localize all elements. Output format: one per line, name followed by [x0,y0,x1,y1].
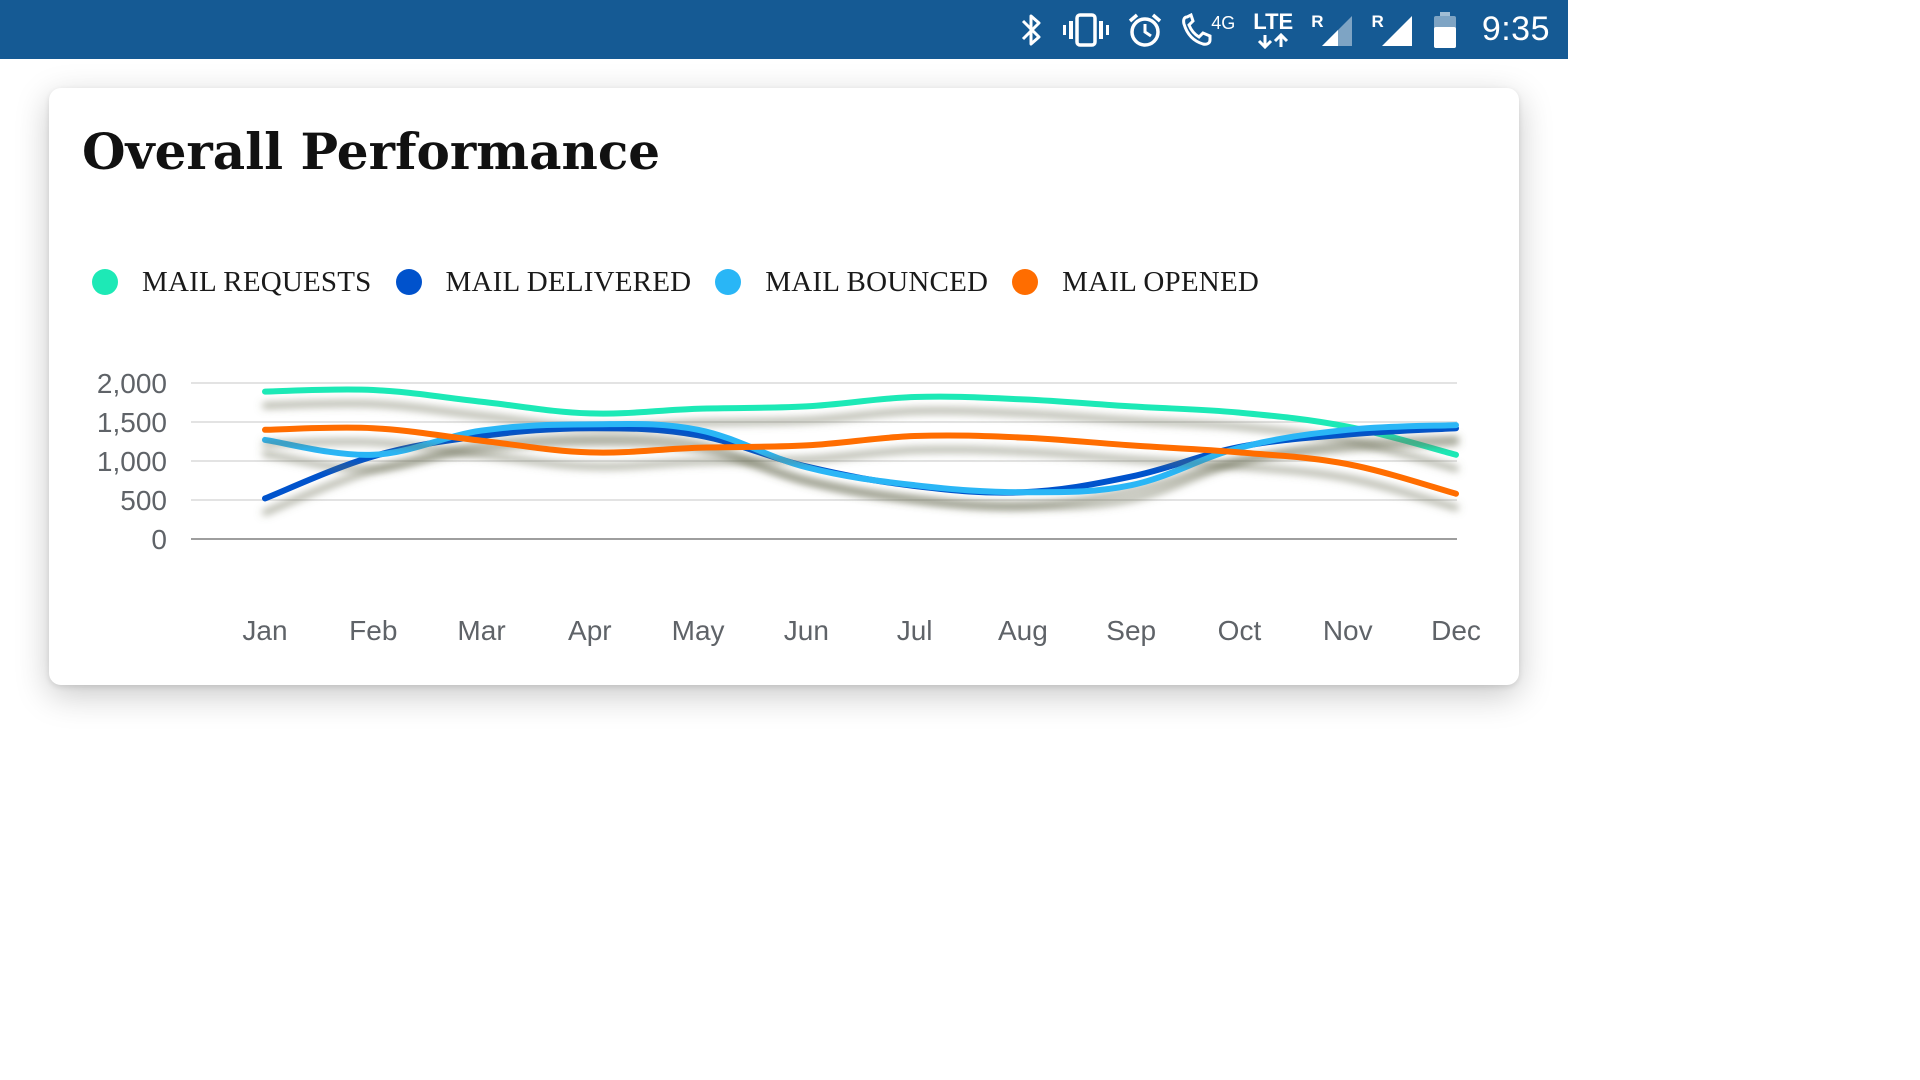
legend-dot-mail-bounced [715,269,742,295]
legend-item-mail-delivered[interactable]: MAIL DELIVERED [395,265,692,299]
legend-label-mail-delivered: MAIL DELIVERED [445,265,692,298]
signal-icon: R [1372,12,1414,48]
y-tick-label: 500 [120,485,167,516]
x-tick-label: Aug [998,615,1048,646]
x-tick-label: Nov [1323,615,1373,646]
legend-item-mail-opened[interactable]: MAIL OPENED [1012,266,1259,299]
series-line-mail-requests[interactable] [262,386,1459,458]
legend-label-mail-bounced: MAIL BOUNCED [765,265,989,298]
y-tick-label: 1,500 [97,407,167,438]
chart-legend: MAIL REQUESTS MAIL DELIVERED MAIL BOUNCE… [92,260,1283,304]
alarm-icon [1127,12,1163,48]
x-tick-label: Oct [1218,615,1262,646]
status-bar: 4G LTE R R [0,0,1568,59]
x-axis-ticks: Jan Feb Mar Apr May Jun Jul Aug Sep Oct Nov Dec [242,615,1480,646]
bluetooth-icon [1019,12,1045,48]
x-tick-label: Apr [568,615,612,646]
x-tick-label: May [672,615,725,646]
grid-lines [191,382,1457,540]
y-axis-ticks: 0 500 1,000 1,500 2,000 [97,368,167,555]
roaming-label: R [1311,11,1324,31]
status-time: 9:35 [1481,10,1550,48]
x-tick-label: Sep [1106,615,1156,646]
y-tick-label: 0 [151,524,167,555]
y-tick-label: 2,000 [97,368,167,399]
legend-item-mail-bounced[interactable]: MAIL BOUNCED [715,266,988,299]
legend-dot-mail-opened [1012,269,1039,295]
x-tick-label: Jan [242,615,287,646]
x-tick-label: Dec [1431,615,1481,646]
legend-dot-mail-requests [92,269,118,295]
x-tick-label: Jun [784,615,829,646]
status-icons: 4G LTE R R [1019,0,1550,59]
y-tick-label: 1,000 [97,446,167,477]
signal-icon: R [1311,12,1353,48]
battery-icon [1432,11,1458,49]
x-tick-label: Mar [457,615,505,646]
lte-label: LTE [1253,8,1294,34]
x-tick-label: Jul [897,615,933,646]
lte-icon: LTE [1253,8,1294,49]
vibrate-icon [1063,12,1110,47]
card-title: Overall Performance [82,122,661,181]
performance-card: Overall Performance MAIL REQUESTS MAIL D… [49,88,1519,685]
series-line-mail-opened[interactable] [262,424,1459,497]
legend-dot-mail-delivered [395,269,422,295]
line-chart: 0 500 1,000 1,500 2,000 Jan Feb Mar Apr May Jun Ju… [97,368,1481,646]
wifi-calling-icon: 4G [1181,12,1236,47]
x-tick-label: Feb [349,615,397,646]
network-gen-label: 4G [1211,12,1236,33]
roaming-label: R [1371,11,1384,31]
series-line-mail-bounced[interactable] [262,420,1459,496]
series-lines [262,386,1459,502]
legend-item-mail-requests[interactable]: MAIL REQUESTS [92,266,372,299]
legend-label-mail-requests: MAIL REQUESTS [142,265,372,298]
legend-label-mail-opened: MAIL OPENED [1062,265,1260,298]
